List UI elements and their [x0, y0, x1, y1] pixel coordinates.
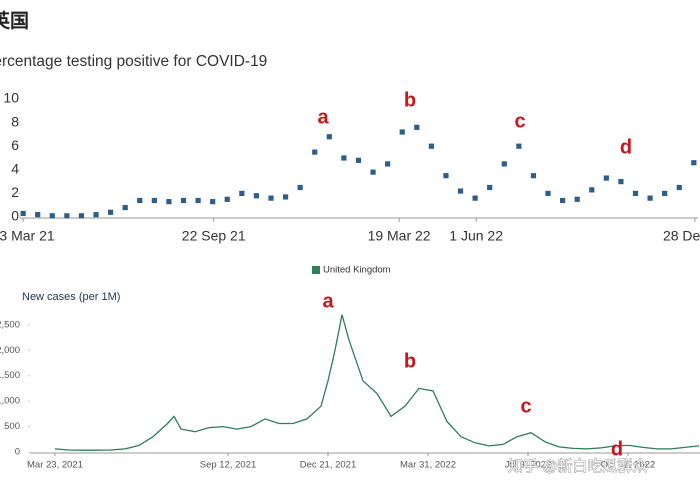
y-tick-label: 1,000	[0, 396, 20, 407]
y-tick-label: 10	[3, 90, 19, 106]
marker	[399, 129, 405, 135]
annotation: a	[317, 106, 329, 128]
marker	[355, 157, 362, 163]
x-tick-label: 22 Sep 21	[182, 228, 246, 244]
marker	[603, 175, 609, 181]
marker	[341, 155, 347, 161]
marker	[530, 173, 537, 179]
marker	[20, 210, 26, 217]
marker	[108, 209, 114, 215]
y-tick-label: 2,000	[0, 345, 20, 356]
marker	[385, 161, 391, 167]
annotation: b	[404, 350, 416, 372]
y-tick-label: 0	[15, 447, 20, 458]
marker	[589, 187, 595, 193]
annotation: a	[322, 290, 334, 312]
marker	[370, 169, 376, 175]
marker	[516, 143, 522, 149]
marker	[64, 213, 70, 219]
annotation: d	[611, 438, 623, 460]
marker	[137, 197, 143, 204]
marker	[122, 204, 128, 211]
marker	[210, 199, 216, 205]
marker	[647, 195, 653, 201]
y-tick-label: 4	[11, 161, 19, 177]
chart-subtitle: Percentage testing positive for COVID-19	[0, 53, 267, 70]
y-tick-label: 6	[11, 137, 19, 153]
annotation: c	[514, 110, 525, 132]
marker	[574, 196, 580, 202]
marker	[545, 190, 551, 196]
x-tick-label: Oct 17, 2022	[601, 460, 655, 471]
marker	[282, 194, 289, 200]
marker	[428, 143, 434, 149]
marker	[443, 173, 449, 179]
x-tick-label: 1 Jun 22	[449, 228, 503, 244]
x-tick-label: Mar 31, 2022	[400, 460, 456, 471]
y-tick-label: 8	[11, 113, 19, 129]
chart-title: New cases (per 1M)	[22, 291, 120, 303]
x-tick-label: Mar 23, 2021	[27, 460, 83, 471]
marker	[457, 188, 464, 194]
marker	[618, 179, 624, 185]
x-tick-label: 23 Mar 21	[0, 228, 55, 244]
legend-label: United Kingdom	[323, 265, 391, 276]
marker	[312, 149, 318, 155]
marker	[268, 195, 274, 201]
annotation: d	[620, 136, 632, 158]
y-tick-label: 1,500	[0, 370, 20, 381]
marker	[35, 212, 41, 218]
y-tick-label: 500	[4, 421, 20, 432]
marker	[93, 212, 99, 218]
marker	[297, 184, 303, 191]
marker	[414, 124, 420, 130]
legend-swatch	[312, 266, 320, 274]
x-tick-label: 19 Mar 22	[368, 228, 431, 244]
marker	[676, 184, 682, 191]
chart-title: 英国	[0, 9, 29, 32]
marker	[487, 184, 493, 191]
marker	[632, 190, 639, 196]
watermark: 知乎 @新白吃瓜群众	[508, 458, 647, 475]
y-tick-label: 0	[11, 208, 19, 224]
y-tick-label: 2	[11, 184, 19, 200]
y-tick-label: 2,500	[0, 319, 20, 330]
marker	[501, 161, 507, 167]
x-tick-label: Jul 9, 2022	[505, 460, 551, 471]
marker	[78, 213, 85, 219]
marker	[691, 160, 697, 166]
x-tick-label: Sep 12, 2021	[200, 460, 257, 471]
marker	[239, 190, 245, 196]
marker	[195, 197, 201, 204]
annotation: c	[520, 395, 531, 417]
marker	[472, 195, 478, 201]
annotation: b	[404, 89, 416, 111]
marker	[326, 134, 332, 140]
marker	[662, 190, 668, 196]
marker	[180, 197, 187, 204]
x-tick-label: Dec 21, 2021	[300, 460, 357, 471]
marker	[166, 199, 172, 205]
x-tick-label: 28 Dec 22	[663, 228, 700, 244]
marker	[49, 213, 55, 219]
marker	[253, 193, 260, 199]
marker	[560, 197, 566, 204]
marker	[224, 196, 230, 202]
series-line	[54, 314, 700, 451]
marker	[151, 197, 157, 204]
